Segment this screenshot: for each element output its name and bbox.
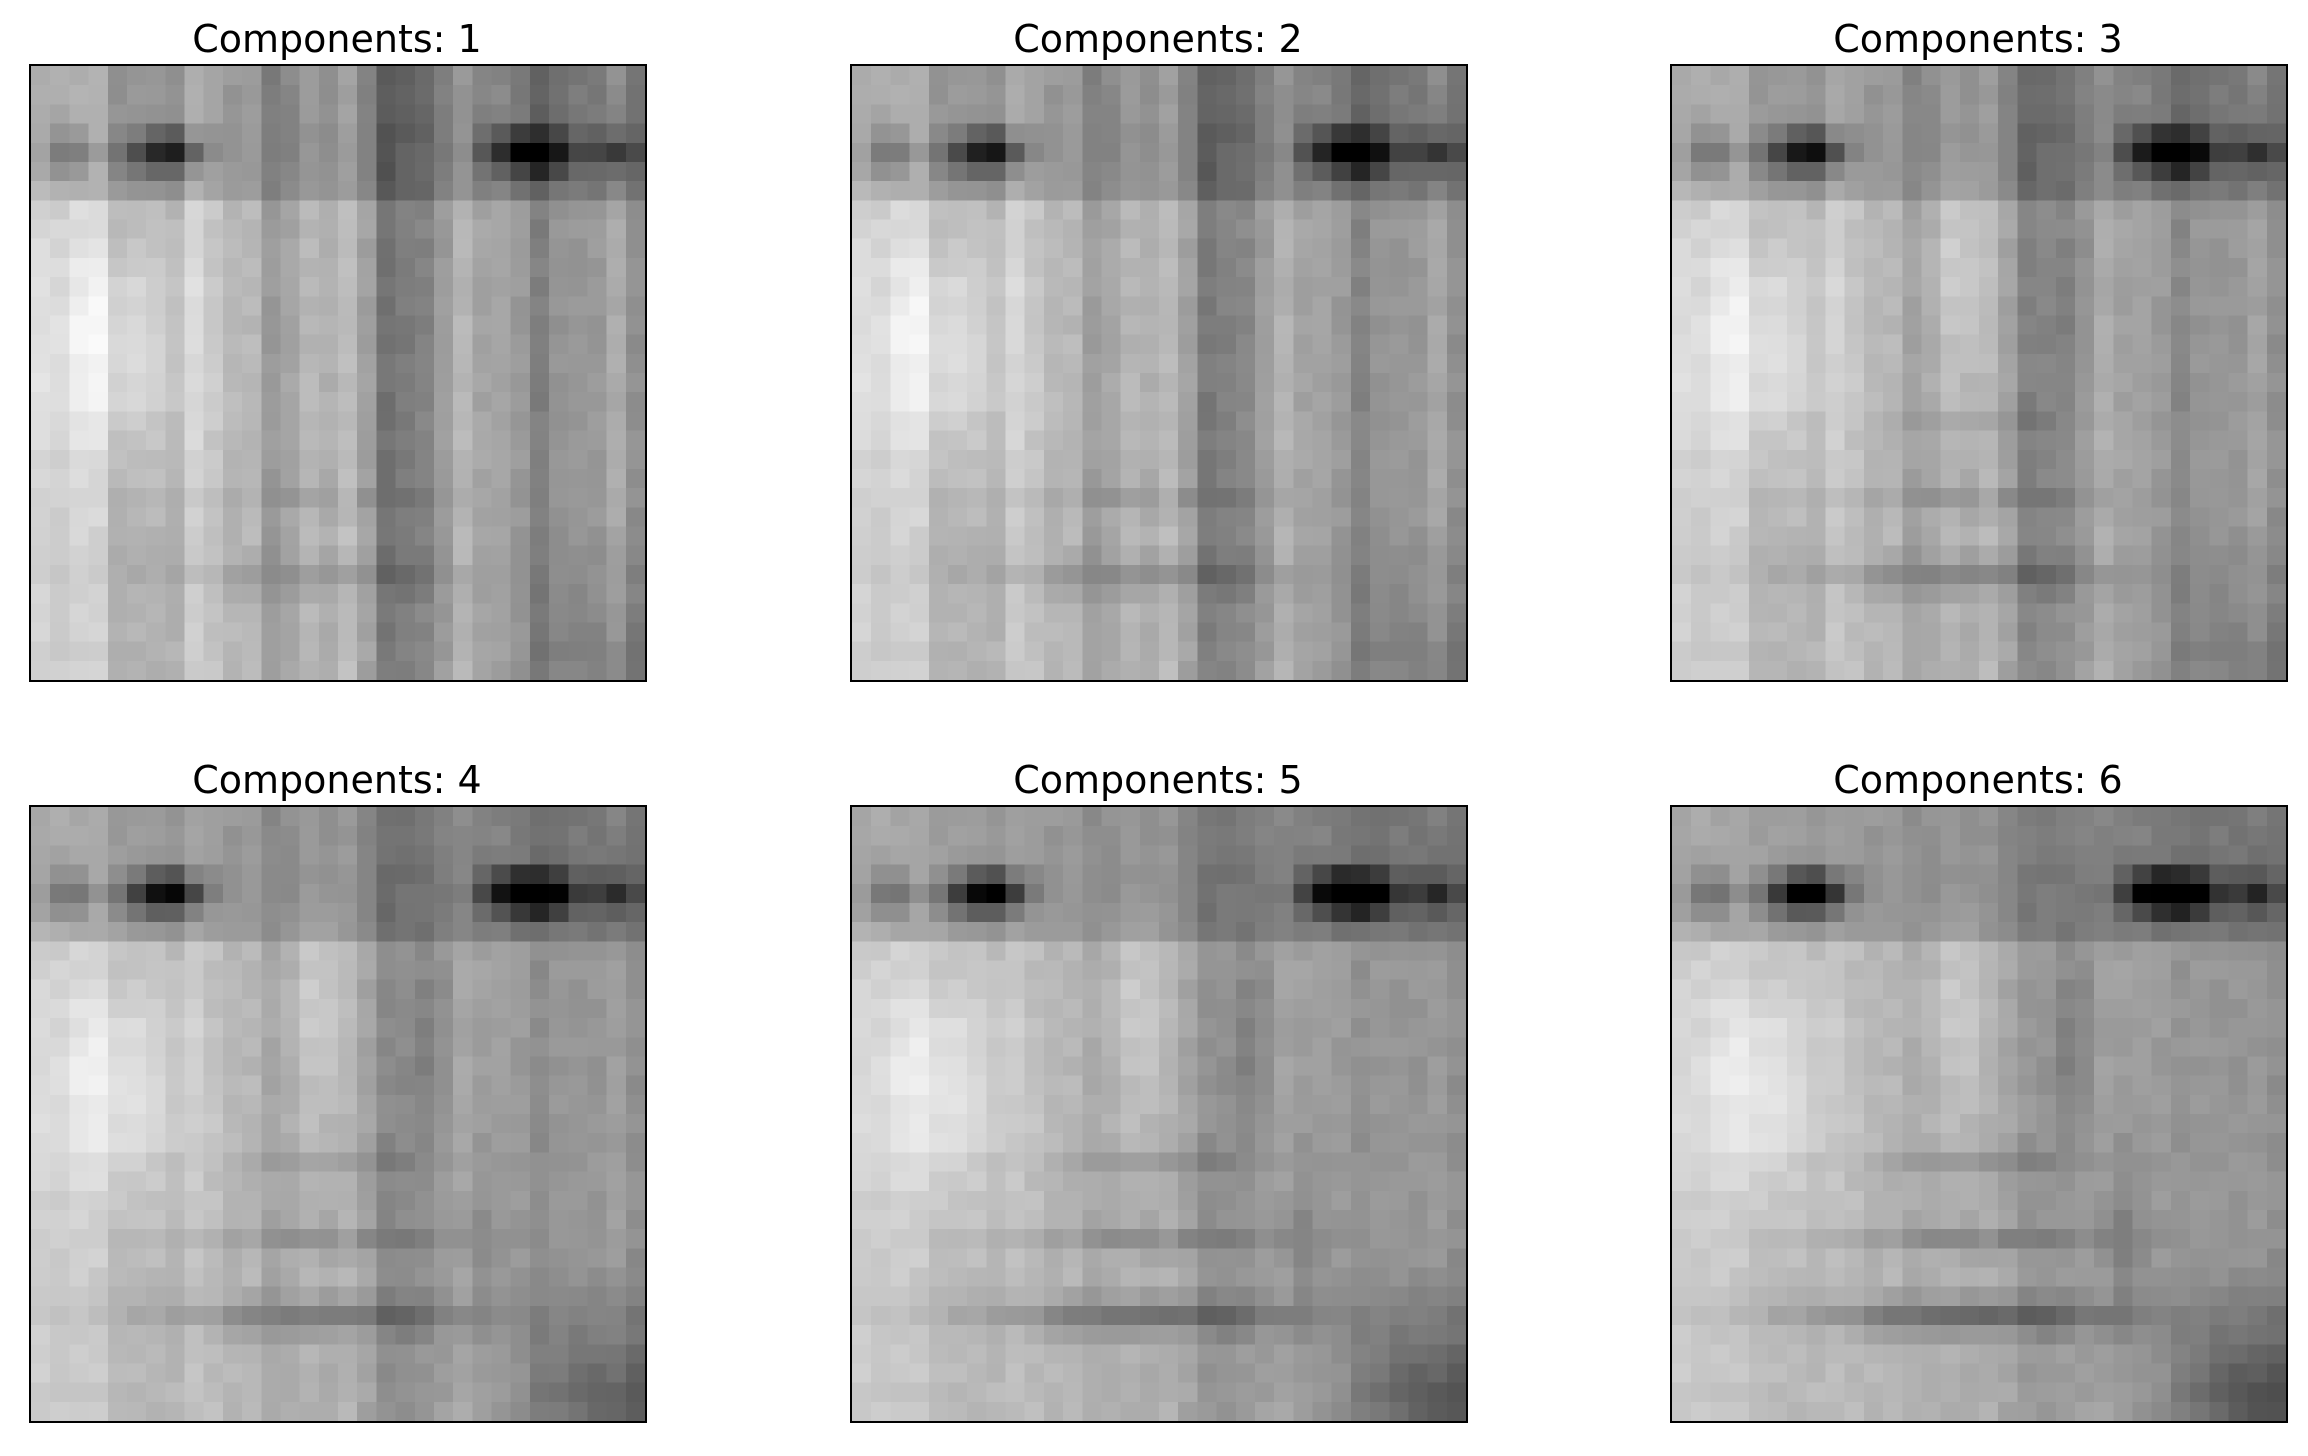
panel-title: Components: 3 — [1833, 17, 2123, 61]
panel-title: Components: 5 — [1013, 758, 1303, 802]
face-pixel-grid — [31, 66, 645, 680]
panel-title: Components: 4 — [192, 758, 482, 802]
panel-title: Components: 1 — [192, 17, 482, 61]
reconstructed-face-image — [1670, 64, 2288, 682]
reconstructed-face-image — [29, 64, 647, 682]
reconstructed-face-image — [850, 64, 1468, 682]
panel-title: Components: 6 — [1833, 758, 2123, 802]
reconstructed-face-image — [29, 805, 647, 1423]
face-pixel-grid — [1672, 807, 2286, 1421]
panel-title: Components: 2 — [1013, 17, 1303, 61]
face-pixel-grid — [852, 66, 1466, 680]
face-pixel-grid — [31, 807, 645, 1421]
reconstructed-face-image — [850, 805, 1468, 1423]
face-pixel-grid — [1672, 66, 2286, 680]
reconstructed-face-image — [1670, 805, 2288, 1423]
face-pixel-grid — [852, 807, 1466, 1421]
